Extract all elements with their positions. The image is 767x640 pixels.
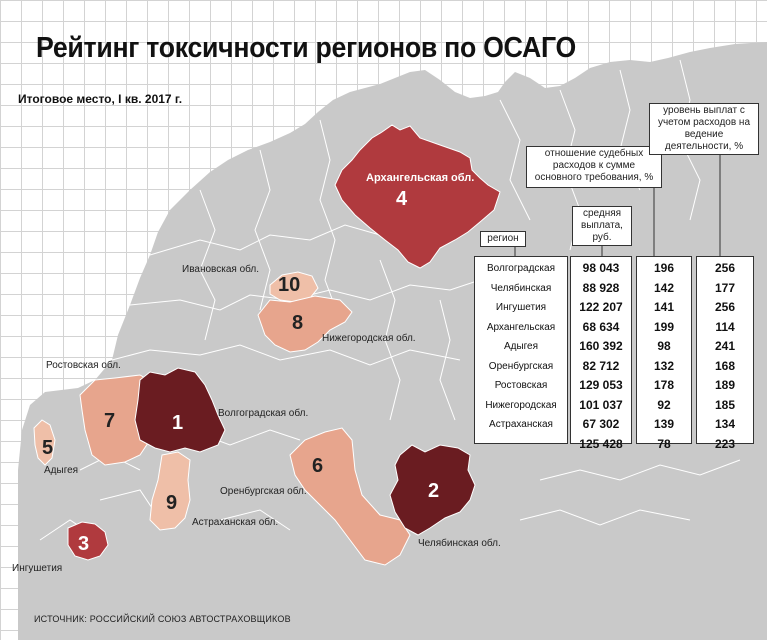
table-cell: 185 — [714, 397, 736, 412]
table-cell: Нижегородская — [485, 399, 557, 411]
table-cell: 78 — [657, 436, 671, 451]
table-cell: 82 712 — [582, 358, 620, 373]
table-cell: 67 302 — [582, 417, 620, 431]
label-astrakhan: Астраханская обл. — [192, 517, 279, 528]
region-adygea — [33, 419, 56, 466]
label-ivanovo: Ивановская обл. — [182, 264, 260, 275]
label-chelyabinsk: Челябинская обл. — [418, 538, 501, 549]
table-cell: 139 — [653, 417, 675, 431]
header-court-ratio: отношение судебных расходов к сумме осно… — [526, 146, 662, 188]
column-court-ratio: 196 142 141 199 98 132 178 92 139 78 — [636, 256, 692, 451]
table-cell: 160 392 — [579, 339, 623, 353]
table-cell: 129 053 — [579, 378, 623, 392]
table-cell: 241 — [714, 339, 736, 353]
header-region: регион — [480, 231, 526, 247]
rank-orenburg: 6 — [312, 455, 324, 477]
rank-adygea: 5 — [42, 437, 54, 459]
region-chelyabinsk — [389, 444, 476, 536]
label-volgograd: Волгоградская обл. — [218, 408, 309, 419]
header-payout-level: уровень выплат с учетом расходов на веде… — [649, 103, 759, 155]
table-cell: Адыгея — [503, 341, 539, 352]
table-cell: Челябинская — [490, 282, 552, 294]
rank-volgograd: 1 — [172, 412, 184, 434]
table-cell: 199 — [653, 319, 675, 334]
table-cell: 256 — [714, 261, 736, 275]
region-volgograd — [134, 367, 226, 453]
region-ivanovo — [269, 271, 319, 303]
table-cell: 132 — [653, 358, 675, 373]
land-mass — [18, 42, 767, 640]
table-cell: 101 037 — [579, 397, 623, 412]
table-cell: 98 — [657, 339, 671, 353]
table-cell: Ингушетия — [495, 302, 547, 313]
region-nizhny — [257, 295, 353, 353]
rank-nizhny: 8 — [292, 312, 304, 334]
table-cell: 88 928 — [582, 280, 620, 295]
region-borders — [39, 59, 741, 541]
source-note: ИСТОЧНИК: РОССИЙСКИЙ СОЮЗ АВТОСТРАХОВЩИК… — [34, 614, 291, 624]
rank-rostov: 7 — [104, 410, 116, 432]
rank-chelyabinsk: 2 — [428, 480, 440, 502]
table-cell: 177 — [714, 280, 736, 295]
table-cell: 196 — [653, 261, 675, 275]
subtitle: Итоговое место, I кв. 2017 г. — [18, 92, 183, 106]
rank-arkhangelsk: 4 — [396, 188, 408, 210]
column-regions: Волгоградская Челябинская Ингушетия Арха… — [474, 256, 568, 444]
table-cell: 98 043 — [582, 261, 620, 275]
table-cell: 125 428 — [579, 436, 623, 451]
table-cell: 68 634 — [582, 319, 620, 334]
table-cell: 122 207 — [579, 300, 623, 314]
table-cell: Ростовская — [494, 380, 548, 391]
rank-astrakhan: 9 — [166, 492, 178, 514]
table-cell: 92 — [657, 397, 671, 412]
label-rostov: Ростовская обл. — [46, 360, 121, 371]
table-cell: 142 — [653, 280, 675, 295]
label-arkhangelsk: Архангельская обл. — [366, 172, 475, 184]
table-cell: 256 — [714, 300, 736, 314]
label-adygea: Адыгея — [44, 465, 79, 476]
table-cell: 168 — [714, 358, 736, 373]
column-avg-payment: 98 043 88 928 122 207 68 634 160 392 82 … — [570, 256, 632, 451]
table-cell: 134 — [714, 417, 736, 431]
table-cell: 114 — [715, 319, 735, 334]
label-orenburg: Оренбургская обл. — [220, 486, 307, 497]
table-cell: Оренбургская — [488, 360, 554, 372]
table-cell: 223 — [714, 436, 736, 451]
table-cell: Волгоградская — [486, 263, 555, 274]
rank-ingushetia: 3 — [78, 533, 90, 555]
table-cell: 178 — [653, 378, 675, 392]
page-title: Рейтинг токсичности регионов по ОСАГО — [36, 32, 576, 64]
label-ingushetia: Ингушетия — [12, 563, 63, 574]
region-ingushetia — [67, 521, 109, 561]
region-orenburg — [289, 427, 411, 566]
region-astrakhan — [149, 451, 191, 531]
header-avg-payment: средняя выплата, руб. — [572, 206, 632, 246]
label-nizhny: Нижегородская обл. — [322, 333, 416, 344]
table-cell: 189 — [714, 378, 736, 392]
rank-ivanovo: 10 — [278, 274, 301, 296]
table-cell: Астраханская — [489, 419, 553, 430]
column-payout-level: 256 177 256 114 241 168 189 185 134 223 — [696, 256, 754, 451]
region-arkhangelsk — [334, 124, 501, 269]
table-cell: 141 — [653, 300, 675, 314]
table-cell: Архангельская — [486, 321, 556, 333]
